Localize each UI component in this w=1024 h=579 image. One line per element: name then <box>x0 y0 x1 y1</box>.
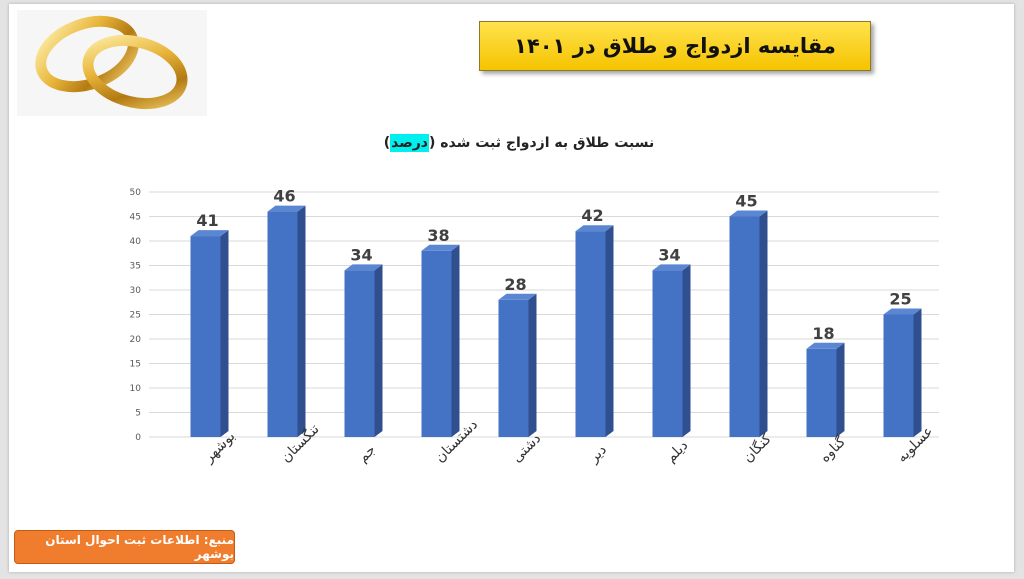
data-label: 18 <box>812 324 834 343</box>
data-label: 41 <box>196 211 218 230</box>
slide-title-box: مقایسه ازدواج و طلاق در ۱۴۰۱ <box>479 21 871 71</box>
chart-title-highlight: درصد <box>390 134 429 152</box>
x-tick-label: دیر <box>585 442 610 467</box>
chart-title: نسبت طلاق به ازدواج ثبت شده (درصد) <box>209 134 829 152</box>
bar <box>190 236 221 437</box>
bar <box>806 348 837 437</box>
bar-top <box>883 308 922 315</box>
bar-side <box>297 205 306 437</box>
bar-top <box>652 264 691 271</box>
bar-top <box>575 225 614 232</box>
bar-top <box>190 230 229 237</box>
data-label: 45 <box>735 192 757 211</box>
bar-top <box>267 205 306 212</box>
bar-side <box>374 264 383 437</box>
bar-side <box>682 264 691 437</box>
wedding-rings-image <box>17 10 207 116</box>
bar <box>729 216 760 437</box>
bar <box>421 250 452 437</box>
source-note: منبع: اطلاعات ثبت احوال استان بوشهر <box>14 530 235 564</box>
bar-top <box>344 264 383 271</box>
bar-side <box>528 293 537 437</box>
bar-top <box>421 244 460 251</box>
x-tick-label: جم <box>355 442 379 466</box>
y-tick-label: 5 <box>135 409 141 419</box>
y-tick-label: 0 <box>135 433 141 443</box>
data-label: 34 <box>350 245 372 264</box>
bar <box>498 299 529 437</box>
bar <box>344 270 375 437</box>
bar-top <box>498 293 537 300</box>
data-label: 42 <box>581 206 603 225</box>
slide: مقایسه ازدواج و طلاق در ۱۴۰۱ نسبت طلاق ب… <box>9 4 1014 572</box>
y-tick-label: 25 <box>130 311 141 321</box>
bar-side <box>913 308 922 437</box>
source-text: منبع: اطلاعات ثبت احوال استان بوشهر <box>45 533 234 561</box>
bar-top <box>806 342 845 349</box>
data-label: 34 <box>658 245 680 264</box>
chart-title-end: ) <box>383 135 391 151</box>
y-tick-label: 40 <box>130 237 142 247</box>
y-tick-label: 20 <box>130 335 142 345</box>
y-tick-label: 45 <box>130 213 141 223</box>
bar-chart: 0510152025303540455041بوشهر46تنگستان34جم… <box>130 187 939 467</box>
y-tick-label: 30 <box>130 286 142 296</box>
bar <box>652 270 683 437</box>
y-tick-label: 10 <box>130 384 142 394</box>
bar-side <box>605 225 614 437</box>
slide-title: مقایسه ازدواج و طلاق در ۱۴۰۱ <box>514 34 836 58</box>
data-label: 38 <box>427 226 449 245</box>
y-tick-label: 35 <box>130 262 141 272</box>
x-tick-label: دیلم <box>663 437 691 465</box>
bar-side <box>836 342 845 437</box>
bar <box>883 314 914 437</box>
bar-side <box>451 244 460 437</box>
y-tick-label: 50 <box>130 188 142 198</box>
bar-top <box>729 210 768 217</box>
data-label: 25 <box>889 290 911 309</box>
y-tick-label: 15 <box>130 360 141 370</box>
bar <box>575 231 606 437</box>
data-label: 46 <box>273 187 295 206</box>
bar <box>267 211 298 437</box>
bar-side <box>759 210 768 437</box>
bar-side <box>220 230 229 437</box>
x-tick-label: گناوه <box>816 433 849 466</box>
data-label: 28 <box>504 275 526 294</box>
chart-title-main: نسبت طلاق به ازدواج ثبت شده ( <box>428 135 655 151</box>
